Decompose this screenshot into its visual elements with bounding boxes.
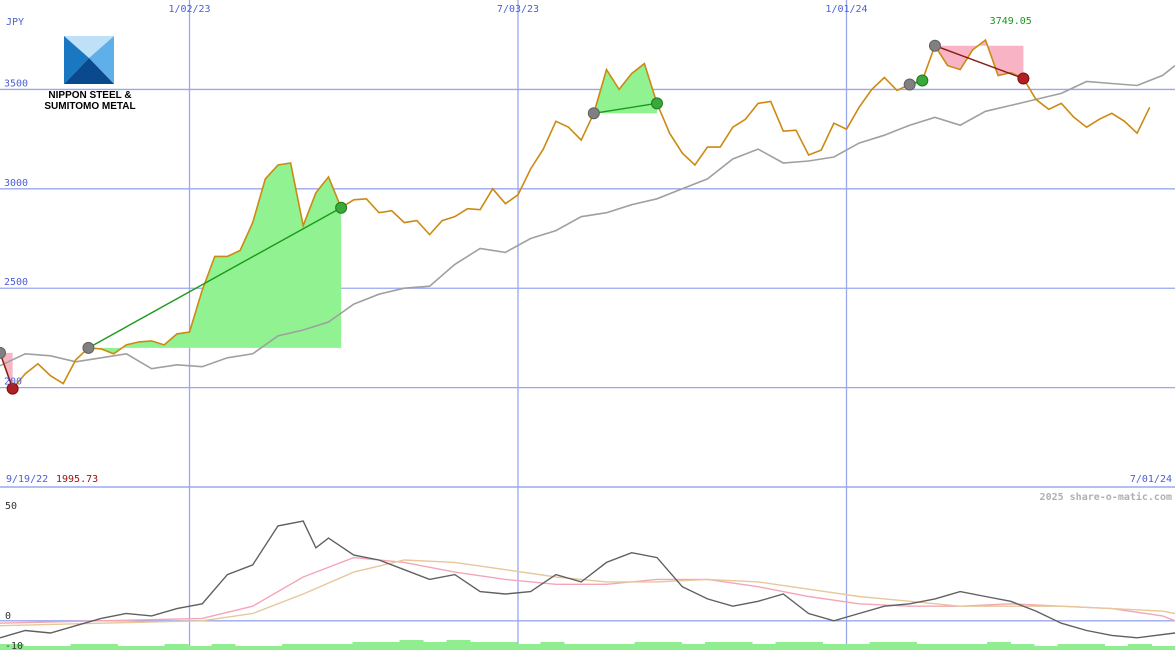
volume-bar — [729, 642, 753, 650]
volume-bar — [235, 646, 259, 650]
logo-line-2: SUMITOMO METAL — [30, 101, 150, 112]
volume-bar — [282, 644, 306, 650]
volume-bar — [705, 642, 729, 650]
max-value-label: 3749.05 — [990, 16, 1032, 27]
volume-bar — [917, 644, 941, 650]
volume-bar — [329, 644, 353, 650]
benchmark-line — [0, 66, 1175, 369]
volume-bar — [517, 644, 541, 650]
volume-bar — [752, 644, 776, 650]
indicator-line-2 — [0, 560, 1175, 626]
y-tick-label: 3500 — [4, 78, 28, 89]
trade-entry-point — [904, 79, 915, 90]
volume-bar — [141, 646, 165, 650]
watermark: 2025 share-o-matic.com — [1040, 491, 1172, 503]
lower-y-tick-label: -10 — [5, 641, 23, 650]
volume-bar — [1128, 644, 1152, 650]
volume-bar — [71, 644, 95, 650]
chart-labels: 200 2500 3000 3500 1/02/23 7/03/23 1/01/24 JPY 9… — [4, 4, 1172, 503]
volume-bar — [188, 646, 212, 650]
price-line — [0, 40, 1150, 389]
lower-y-tick-label: 50 — [5, 501, 17, 512]
volume-bar — [47, 646, 71, 650]
logo-line-1: NIPPON STEEL & — [30, 90, 150, 101]
volume-bar — [470, 642, 494, 650]
volume-bar — [400, 640, 424, 650]
volume-bar — [259, 646, 283, 650]
currency-label: JPY — [6, 17, 24, 28]
lower-y-tick-label: 0 — [5, 611, 11, 622]
trade-entry-point — [588, 108, 599, 119]
logo-mark-icon — [30, 34, 150, 90]
x-tick-label: 1/02/23 — [168, 4, 210, 15]
volume-bar — [353, 642, 377, 650]
company-logo: NIPPON STEEL & SUMITOMO METAL — [30, 34, 150, 116]
volume-bar — [1105, 646, 1129, 650]
volume-bar — [94, 644, 118, 650]
trade-exit-point — [651, 98, 662, 109]
volume-bar — [376, 642, 400, 650]
volume-bar — [611, 644, 635, 650]
volume-bar — [846, 644, 870, 650]
logo-wordmark: NIPPON STEEL & SUMITOMO METAL — [30, 90, 150, 112]
indicator-line-1 — [0, 558, 1175, 624]
volume-bar — [987, 642, 1011, 650]
volume-bar — [799, 642, 823, 650]
volume-bar — [494, 642, 518, 650]
volume-bar — [588, 644, 612, 650]
trade-entry-point — [83, 342, 94, 353]
volume-bar — [118, 646, 142, 650]
volume-bar — [964, 644, 988, 650]
volume-bar — [658, 642, 682, 650]
volume-bar — [212, 644, 236, 650]
trade-exit-point — [917, 75, 928, 86]
volume-bar — [1081, 644, 1105, 650]
min-value-label: 1995.73 — [56, 474, 98, 485]
volume-bar — [24, 646, 48, 650]
indicator-panel: 50 0 -10 — [0, 501, 1175, 650]
y-tick-label: 2500 — [4, 277, 28, 288]
volume-bar — [306, 644, 330, 650]
trade-exit-point — [336, 202, 347, 213]
y-tick-label: 200 — [4, 377, 22, 388]
volume-bar — [165, 644, 189, 650]
volume-bar — [447, 640, 471, 650]
volume-bar — [635, 642, 659, 650]
volume-bar — [940, 644, 964, 650]
volume-bar — [870, 642, 894, 650]
volume-bar — [423, 642, 447, 650]
volume-bar — [1034, 646, 1058, 650]
volume-bar — [1152, 646, 1175, 650]
volume-bar — [1011, 644, 1035, 650]
volume-bar — [682, 644, 706, 650]
trade-entry-point — [929, 40, 940, 51]
x-tick-label: 1/01/24 — [825, 4, 867, 15]
start-date-label: 9/19/22 — [6, 474, 48, 485]
volume-bar — [541, 642, 565, 650]
volume-bar — [1058, 644, 1082, 650]
volume-bar — [564, 644, 588, 650]
volume-bar — [776, 642, 800, 650]
end-date-label: 7/01/24 — [1130, 474, 1172, 485]
volume-bar — [823, 644, 847, 650]
volume-bar — [893, 642, 917, 650]
y-tick-label: 3000 — [4, 178, 28, 189]
x-tick-label: 7/03/23 — [497, 4, 539, 15]
trade-exit-point — [1018, 73, 1029, 84]
